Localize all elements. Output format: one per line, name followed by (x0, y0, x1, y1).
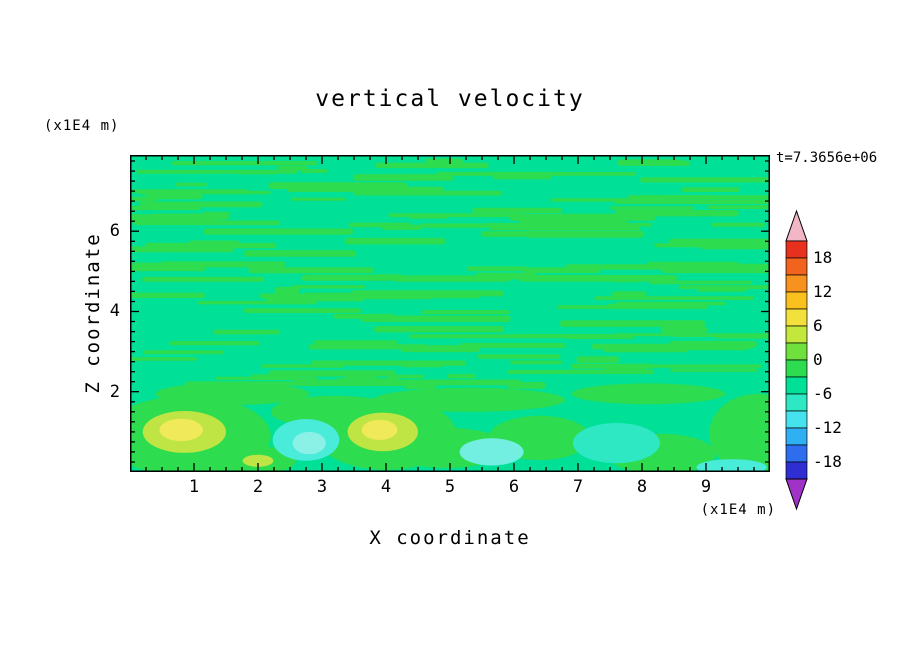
x-axis-title: X coordinate (369, 527, 531, 549)
colorbar-label-0: 0 (813, 350, 823, 369)
y-tick-label-6: 6 (109, 221, 120, 241)
colorbar-label-neg18: -18 (813, 452, 842, 471)
x-axis-unit-label: (x1E4 m) (700, 502, 776, 518)
x-tick-label-9: 9 (700, 477, 712, 497)
colorbar-label-12: 12 (813, 282, 833, 301)
colorbar-label-neg12: -12 (813, 418, 842, 437)
y-tick-label-2: 2 (109, 382, 120, 402)
x-tick-label-2: 2 (252, 477, 264, 497)
contour-plot-area (130, 155, 770, 472)
x-tick-label-8: 8 (636, 477, 648, 497)
y-axis-unit-label: (x1E4 m) (44, 118, 120, 134)
colorbar-label-6: 6 (813, 316, 823, 335)
colorbar-label-18: 18 (813, 248, 833, 267)
x-tick-label-7: 7 (572, 477, 584, 497)
timestamp-label: t=7.3656e+06 (776, 150, 878, 166)
x-tick-label-5: 5 (444, 477, 456, 497)
x-tick-label-1: 1 (188, 477, 200, 497)
x-tick-label-3: 3 (316, 477, 328, 497)
colorbar-label-neg6: -6 (813, 384, 833, 403)
x-tick-label-6: 6 (508, 477, 520, 497)
colorbar (785, 209, 808, 511)
x-tick-label-4: 4 (380, 477, 392, 497)
y-tick-label-4: 4 (109, 301, 120, 321)
plot-title: vertical velocity (315, 86, 585, 112)
